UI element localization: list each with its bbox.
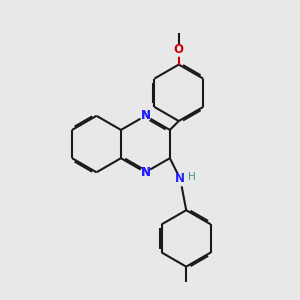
Text: N: N	[140, 166, 150, 179]
Text: N: N	[175, 172, 185, 185]
Text: N: N	[140, 109, 150, 122]
Text: H: H	[188, 172, 195, 182]
Text: O: O	[174, 43, 184, 56]
Text: N: N	[140, 166, 150, 179]
Text: N: N	[140, 109, 150, 122]
